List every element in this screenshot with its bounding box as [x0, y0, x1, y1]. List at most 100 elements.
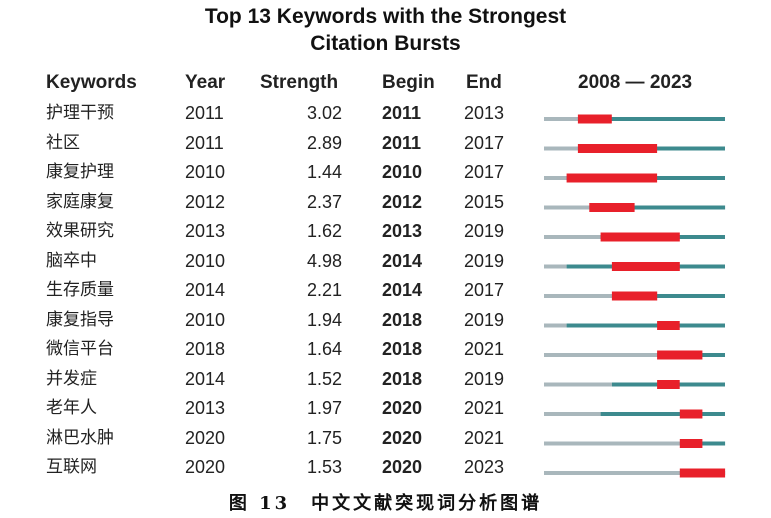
year-cell: 2010 [185, 309, 226, 330]
begin-cell: 2018 [382, 309, 423, 330]
keyword-cell: 康复护理 [46, 162, 114, 182]
end-cell: 2015 [464, 191, 505, 212]
strength-cell: 1.94 [306, 309, 342, 330]
burst-bar [679, 468, 726, 478]
end-cell: 2023 [464, 457, 505, 477]
year-cell: 2012 [185, 191, 226, 212]
timeline-pre-segment [544, 382, 612, 387]
keyword-cell: 互联网 [46, 457, 97, 477]
burst-bar [679, 409, 703, 419]
end-cell: 2017 [464, 162, 505, 182]
keyword-cell: 效果研究 [46, 221, 114, 241]
begin-cell: 2018 [382, 368, 423, 389]
timeline-pre-segment [544, 471, 680, 475]
burst-bar [600, 232, 680, 242]
timeline-active-segment [679, 441, 726, 446]
begin-cell: 2011 [382, 103, 422, 123]
timeline-pre-segment [544, 323, 567, 328]
burst-bar [577, 144, 658, 153]
keyword-cell: 老年人 [46, 398, 97, 418]
chart-title-line2: Citation Bursts [310, 32, 461, 55]
begin-cell: 2012 [382, 191, 423, 212]
year-cell: 2013 [185, 398, 226, 418]
figure-caption: 图 13 中文文献突现词分析图谱 [228, 493, 543, 514]
year-cell: 2020 [185, 427, 226, 448]
end-cell: 2017 [464, 280, 505, 300]
strength-cell: 1.52 [306, 368, 342, 389]
header-timeline-range: 2008 — 2023 [578, 72, 693, 93]
burst-bar [611, 262, 680, 271]
burst-bar [566, 173, 658, 183]
year-cell: 2010 [185, 250, 226, 271]
burst-bar [657, 350, 703, 360]
timeline-active-segment [566, 323, 725, 328]
timeline-pre-segment [544, 264, 567, 269]
timeline-pre-segment [544, 146, 578, 151]
begin-cell: 2020 [382, 398, 423, 418]
end-cell: 2021 [464, 398, 505, 418]
header-end: End [466, 72, 502, 93]
keyword-cell: 生存质量 [46, 280, 114, 300]
year-cell: 2014 [185, 280, 226, 300]
timeline-pre-segment [544, 117, 578, 121]
keyword-cell: 社区 [46, 132, 80, 153]
begin-cell: 2013 [382, 221, 423, 241]
strength-cell: 1.62 [306, 221, 342, 241]
keyword-cell: 并发症 [46, 368, 97, 389]
timeline-active-segment [589, 205, 726, 210]
timeline-pre-segment [544, 441, 680, 446]
begin-cell: 2020 [382, 457, 423, 477]
year-cell: 2010 [185, 162, 226, 182]
burst-bar [611, 291, 658, 301]
strength-cell: 2.89 [306, 132, 342, 153]
strength-cell: 1.97 [306, 398, 342, 418]
strength-cell: 2.21 [306, 280, 342, 300]
keyword-cell: 护理干预 [46, 103, 114, 123]
begin-cell: 2014 [382, 280, 423, 300]
header-year: Year [185, 72, 226, 93]
end-cell: 2019 [464, 221, 505, 241]
begin-cell: 2011 [382, 132, 422, 153]
strength-cell: 1.44 [306, 162, 342, 182]
burst-bar [679, 439, 703, 448]
header-begin: Begin [382, 72, 435, 93]
strength-cell: 4.98 [306, 250, 342, 271]
burst-bar [577, 114, 612, 124]
keyword-cell: 家庭康复 [46, 191, 114, 212]
strength-cell: 3.02 [306, 103, 342, 123]
end-cell: 2019 [464, 368, 505, 389]
header-strength: Strength [260, 72, 339, 93]
year-cell: 2020 [185, 457, 226, 477]
header-keywords: Keywords [46, 72, 137, 93]
strength-cell: 1.64 [306, 339, 342, 359]
timeline-pre-segment [544, 353, 658, 357]
year-cell: 2011 [185, 132, 224, 153]
begin-cell: 2014 [382, 250, 423, 271]
burst-bar [657, 380, 680, 389]
keyword-cell: 微信平台 [46, 339, 114, 359]
timeline-active-segment [600, 412, 725, 416]
year-cell: 2011 [185, 103, 224, 123]
end-cell: 2019 [464, 309, 505, 330]
timeline-pre-segment [544, 235, 601, 239]
keyword-cell: 脑卒中 [46, 250, 97, 271]
keyword-cell: 淋巴水肿 [46, 427, 114, 448]
burst-bar [657, 321, 680, 330]
timeline-pre-segment [544, 412, 601, 416]
begin-cell: 2010 [382, 162, 423, 182]
year-cell: 2018 [185, 339, 226, 359]
begin-cell: 2018 [382, 339, 423, 359]
end-cell: 2021 [464, 339, 505, 359]
timeline-pre-segment [544, 176, 567, 180]
begin-cell: 2020 [382, 427, 423, 448]
burst-bar [589, 203, 635, 212]
timeline-active-segment [577, 117, 725, 121]
year-cell: 2014 [185, 368, 226, 389]
strength-cell: 2.37 [306, 191, 342, 212]
end-cell: 2013 [464, 103, 505, 123]
keyword-cell: 康复指导 [46, 309, 114, 330]
chart-title-line1: Top 13 Keywords with the Strongest [204, 5, 567, 28]
end-cell: 2021 [464, 427, 505, 448]
timeline-pre-segment [544, 294, 612, 298]
